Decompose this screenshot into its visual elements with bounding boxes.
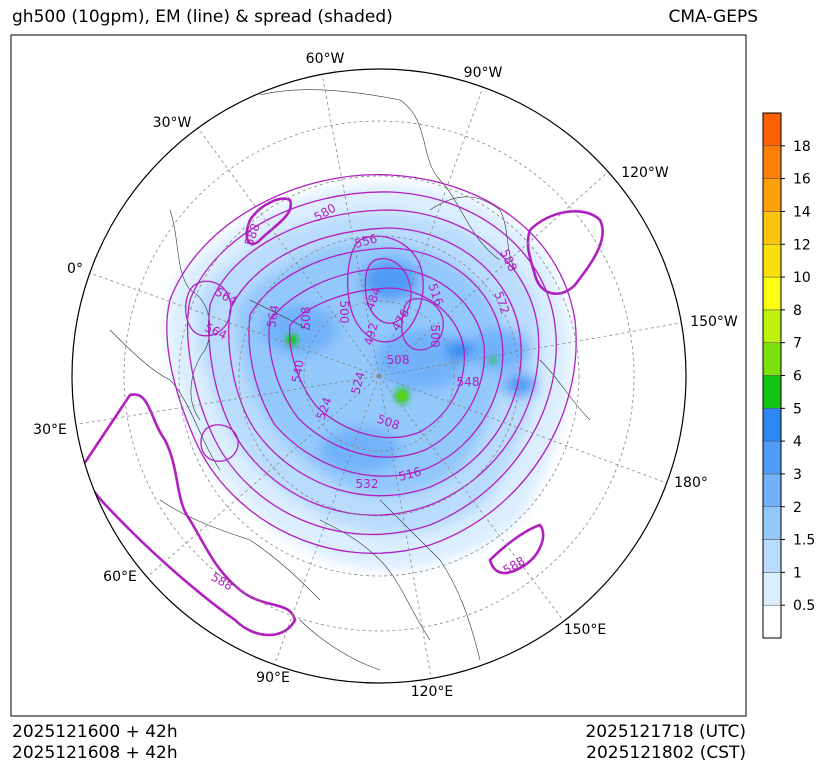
longitude-label: 60°E xyxy=(103,569,137,585)
spread-patch xyxy=(446,340,474,360)
colorbar-tick-label: 2 xyxy=(793,500,802,516)
colorbar-tick-label: 1 xyxy=(793,565,802,581)
colorbar-tick-label: 18 xyxy=(793,139,811,155)
footer-init: 2025121600 + 42h 2025121608 + 42h xyxy=(12,722,178,764)
colorbar-tick-label: 0.5 xyxy=(793,598,815,614)
longitude-label: 30°W xyxy=(153,115,192,131)
colorbar-segment xyxy=(762,572,782,606)
colorbar-tick-label: 10 xyxy=(793,270,811,286)
spread-max xyxy=(490,357,496,363)
spread-patch xyxy=(320,428,400,472)
longitude-label: 120°W xyxy=(621,165,669,181)
contour-label: 508 xyxy=(387,353,410,367)
contour-label: 492 xyxy=(361,321,380,347)
colorbar-segment xyxy=(762,211,782,245)
init-time-cst: 2025121608 + 42h xyxy=(12,743,178,763)
contour-label: 516 xyxy=(397,464,423,483)
colorbar-segment xyxy=(762,244,782,278)
longitude-label: 90°E xyxy=(256,670,290,686)
longitude-label: 180° xyxy=(674,475,708,491)
colorbar-segment xyxy=(762,309,782,343)
colorbar-segment xyxy=(762,145,782,179)
longitude-label: 120°E xyxy=(411,684,454,700)
colorbar-tick-label: 14 xyxy=(793,204,811,220)
longitude-labels: 60°W 90°W 30°W 120°W 0° 150°W 30°E 180° … xyxy=(33,51,738,700)
colorbar-tick-label: 6 xyxy=(793,369,802,385)
contour-label: 532 xyxy=(356,477,379,491)
colorbar-segment xyxy=(762,408,782,442)
contour-label: 588 xyxy=(501,554,528,578)
colorbar-segment xyxy=(762,178,782,212)
colorbar: 0.5 1 1.5 2 3 4 5 6 7 8 10 12 14 16 18 xyxy=(762,112,815,639)
colorbar-segment xyxy=(762,539,782,573)
contour-label: 564 xyxy=(264,304,282,329)
longitude-label: 90°W xyxy=(464,65,503,81)
chart-title: gh500 (10gpm), EM (line) & spread (shade… xyxy=(12,7,393,27)
model-name: CMA-GEPS xyxy=(668,7,758,27)
spread-max xyxy=(399,392,405,400)
spread-patch xyxy=(470,328,530,372)
contour-label: 508 xyxy=(299,307,313,330)
longitude-label: 0° xyxy=(67,261,83,277)
longitude-label: 150°E xyxy=(564,622,607,638)
colorbar-tick-label: 7 xyxy=(793,336,802,352)
spread-patch xyxy=(375,330,465,390)
height-contours xyxy=(166,174,577,554)
colorbar-segment xyxy=(762,473,782,507)
contour-label: 500 xyxy=(337,301,351,324)
contour-label: 588 xyxy=(209,570,236,594)
colorbar-tick-label: 12 xyxy=(793,237,811,253)
colorbar-segment xyxy=(762,604,782,639)
longitude-label: 30°E xyxy=(33,422,67,438)
contour-label: 540 xyxy=(289,359,307,384)
colorbar-segment xyxy=(762,375,782,409)
map-boundary xyxy=(71,68,687,684)
colorbar-tick-label: 5 xyxy=(793,401,802,417)
spread-patch xyxy=(502,373,538,397)
valid-time-cst: 2025121802 (CST) xyxy=(586,743,746,763)
longitude-label: 150°W xyxy=(690,314,738,330)
colorbar-tick-label: 4 xyxy=(793,434,802,450)
init-time-utc: 2025121600 + 42h xyxy=(12,722,178,742)
contour-label: 548 xyxy=(457,375,480,389)
valid-time-utc: 2025121718 (UTC) xyxy=(585,722,746,742)
spread-maxima xyxy=(286,334,496,404)
longitude-label: 60°W xyxy=(306,51,345,67)
colorbar-tick-label: 1.5 xyxy=(793,533,815,549)
colorbar-segment xyxy=(762,342,782,376)
spread-max xyxy=(286,334,298,346)
colorbar-tick-label: 8 xyxy=(793,303,802,319)
colorbar-segment xyxy=(762,506,782,540)
spread-patch xyxy=(262,305,338,355)
colorbar-segment xyxy=(762,112,782,147)
colorbar-segment xyxy=(762,276,782,311)
colorbar-tick-label: 3 xyxy=(793,467,802,483)
contour-label: 556 xyxy=(353,231,379,250)
colorbar-tick-label: 16 xyxy=(793,172,811,188)
map-frame xyxy=(10,34,747,717)
contour-label: 524 xyxy=(348,370,367,396)
colorbar-segment xyxy=(762,440,782,475)
graticule-meridians xyxy=(72,73,686,679)
contour-label: 500 xyxy=(428,325,442,348)
graticule-parallels xyxy=(123,120,635,632)
footer-valid: 2025121718 (UTC) 2025121802 (CST) xyxy=(585,722,746,764)
